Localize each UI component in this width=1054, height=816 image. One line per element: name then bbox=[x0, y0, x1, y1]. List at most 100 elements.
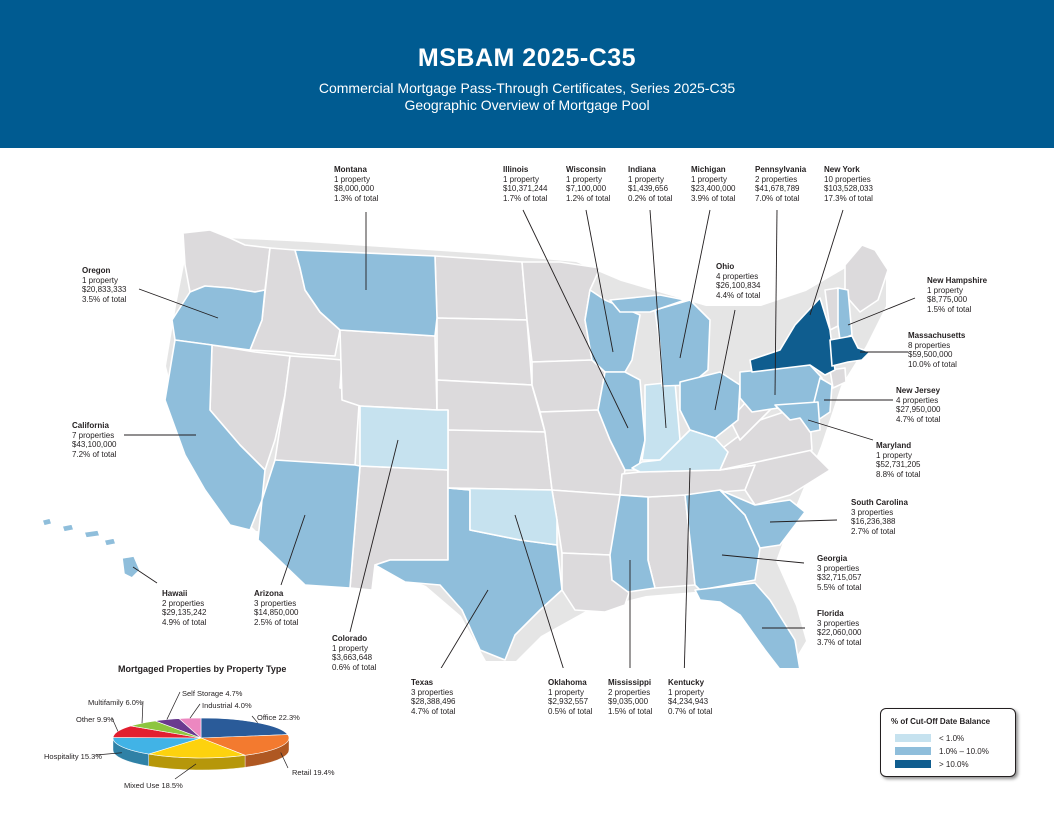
state-michigan[interactable] bbox=[654, 299, 711, 387]
state-name: Florida bbox=[817, 609, 844, 618]
state-count: 3 properties bbox=[817, 618, 860, 628]
pie-label-retail: Retail 19.4% bbox=[292, 768, 335, 777]
state-share: 2.7% of total bbox=[851, 526, 896, 536]
pie-leader-1 bbox=[280, 752, 289, 769]
state-oklahoma[interactable] bbox=[447, 487, 558, 546]
label-florida: Florida 3 properties $22,060,000 3.7% of… bbox=[817, 609, 862, 647]
state-north-dakota[interactable] bbox=[434, 255, 528, 321]
state-share: 0.5% of total bbox=[548, 706, 593, 716]
state-michigan-up[interactable] bbox=[609, 294, 686, 313]
states-in-pool bbox=[41, 249, 871, 668]
state-oregon[interactable] bbox=[171, 285, 266, 351]
pie-label-self-storage: Self Storage 4.7% bbox=[182, 689, 243, 698]
label-new-york: New York 10 properties $103,528,033 17.3… bbox=[824, 165, 873, 203]
state-name: California bbox=[72, 421, 109, 430]
state-count: 3 properties bbox=[817, 563, 860, 573]
pie-label-mixed-use: Mixed Use 18.5% bbox=[124, 781, 183, 790]
label-california: California 7 properties $43,100,000 7.2%… bbox=[72, 421, 117, 459]
state-count: 1 property bbox=[628, 174, 665, 184]
state-balance: $52,731,205 bbox=[876, 460, 921, 469]
state-balance: $10,371,244 bbox=[503, 184, 548, 193]
state-utah[interactable] bbox=[274, 355, 361, 466]
state-balance: $2,932,557 bbox=[548, 697, 589, 706]
state-south-dakota[interactable] bbox=[436, 317, 533, 386]
state-share: 1.7% of total bbox=[503, 193, 548, 203]
label-new-jersey: New Jersey 4 properties $27,950,000 4.7%… bbox=[896, 386, 941, 424]
label-oklahoma: Oklahoma 1 property $2,932,557 0.5% of t… bbox=[548, 678, 592, 716]
pie-slice-office bbox=[200, 717, 289, 739]
state-washington[interactable] bbox=[182, 229, 271, 293]
state-iowa[interactable] bbox=[531, 359, 606, 413]
leader-lines bbox=[124, 209, 916, 668]
label-montana: Montana 1 property $8,000,000 1.3% of to… bbox=[334, 165, 378, 203]
state-south-carolina[interactable] bbox=[719, 489, 806, 549]
pie-leader-7 bbox=[189, 703, 201, 719]
state-hawaii[interactable] bbox=[41, 517, 141, 579]
pie-leader-6 bbox=[166, 691, 181, 720]
state-colorado[interactable] bbox=[359, 405, 449, 471]
pie-label-industrial: Industrial 4.0% bbox=[202, 701, 252, 710]
state-share: 3.9% of total bbox=[691, 193, 736, 203]
state-mississippi[interactable] bbox=[609, 494, 656, 593]
state-count: 1 property bbox=[668, 687, 705, 697]
label-kentucky: Kentucky 1 property $4,234,943 0.7% of t… bbox=[668, 678, 712, 716]
state-share: 8.8% of total bbox=[876, 469, 921, 479]
state-name: Massachusetts bbox=[908, 331, 966, 340]
label-arizona: Arizona 3 properties $14,850,000 2.5% of… bbox=[254, 589, 299, 627]
state-montana[interactable] bbox=[294, 249, 438, 337]
pie-label-multifamily: Multifamily 6.0% bbox=[88, 698, 143, 707]
us-map bbox=[41, 209, 916, 668]
state-count: 7 properties bbox=[72, 430, 115, 440]
pie-slice-retail bbox=[200, 734, 290, 756]
state-share: 7.2% of total bbox=[72, 449, 117, 459]
state-wyoming[interactable] bbox=[339, 329, 438, 411]
state-connecticut[interactable] bbox=[829, 367, 847, 389]
state-count: 1 property bbox=[548, 687, 585, 697]
state-arkansas[interactable] bbox=[551, 489, 621, 556]
pie-slice-hospitality bbox=[112, 737, 202, 755]
state-name: Michigan bbox=[691, 165, 726, 174]
legend-swatch bbox=[895, 747, 931, 755]
label-maryland: Maryland 1 property $52,731,205 8.8% of … bbox=[876, 441, 921, 479]
state-arizona[interactable] bbox=[257, 459, 361, 589]
state-share: 1.2% of total bbox=[566, 193, 611, 203]
state-massachusetts[interactable] bbox=[829, 335, 871, 367]
state-balance: $16,236,388 bbox=[851, 517, 896, 526]
label-illinois: Illinois 1 property $10,371,244 1.7% of … bbox=[503, 165, 548, 203]
state-name: Mississippi bbox=[608, 678, 652, 687]
state-share: 0.2% of total bbox=[628, 193, 673, 203]
state-balance: $4,234,943 bbox=[668, 697, 709, 706]
pie-label-other: Other 9.9% bbox=[76, 715, 114, 724]
state-count: 4 properties bbox=[716, 271, 759, 281]
state-maryland[interactable] bbox=[774, 401, 821, 433]
state-count: 1 property bbox=[334, 174, 371, 184]
states-not-in-pool bbox=[182, 229, 889, 613]
state-north-carolina[interactable] bbox=[719, 449, 831, 506]
pie-leader-3 bbox=[95, 752, 122, 756]
state-balance: $9,035,000 bbox=[608, 697, 649, 706]
state-florida[interactable] bbox=[694, 582, 801, 668]
state-name: Texas bbox=[411, 678, 434, 687]
label-new-hampshire: New Hampshire 1 property $8,775,000 1.5%… bbox=[927, 276, 987, 314]
state-ohio[interactable] bbox=[679, 371, 741, 439]
state-balance: $23,400,000 bbox=[691, 184, 736, 193]
state-count: 3 properties bbox=[411, 687, 454, 697]
state-balance: $7,100,000 bbox=[566, 184, 607, 193]
label-pennsylvania: Pennsylvania 2 properties $41,678,789 7.… bbox=[755, 165, 806, 203]
state-name: South Carolina bbox=[851, 498, 908, 507]
state-count: 1 property bbox=[876, 450, 913, 460]
state-kentucky[interactable] bbox=[631, 429, 729, 473]
pie-label-hospitality: Hospitality 15.3% bbox=[44, 752, 102, 761]
state-name: New York bbox=[824, 165, 860, 174]
state-share: 3.5% of total bbox=[82, 294, 127, 304]
state-share: 1.5% of total bbox=[608, 706, 653, 716]
state-balance: $103,528,033 bbox=[824, 184, 873, 193]
state-kansas[interactable] bbox=[447, 429, 553, 491]
pie-leader-5 bbox=[141, 700, 144, 724]
state-balance: $29,135,242 bbox=[162, 608, 207, 617]
state-nebraska[interactable] bbox=[436, 379, 546, 433]
state-california[interactable] bbox=[164, 339, 266, 531]
label-oregon: Oregon 1 property $20,833,333 3.5% of to… bbox=[82, 266, 127, 304]
state-balance: $26,100,834 bbox=[716, 281, 761, 290]
state-share: 1.3% of total bbox=[334, 193, 379, 203]
